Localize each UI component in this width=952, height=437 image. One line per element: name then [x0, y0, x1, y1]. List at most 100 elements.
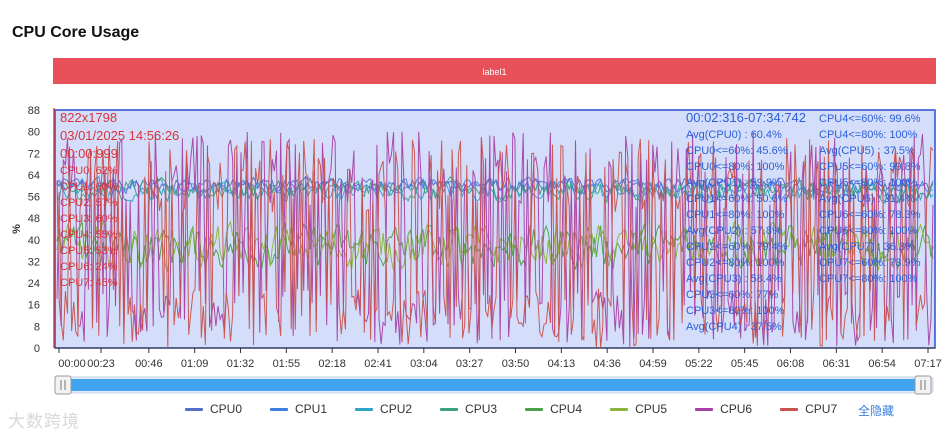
legend-swatch [440, 407, 459, 411]
legend-swatch [185, 407, 203, 411]
legend-item-cpu4[interactable]: CPU4 [525, 402, 582, 416]
y-tick-label-8: 64 [28, 170, 40, 182]
zoom-handle-left[interactable] [54, 375, 72, 395]
x-tick-label-10: 03:50 [502, 358, 530, 370]
stats-col2-1: CPU4<=80%: 100% [819, 129, 918, 141]
legend-label: CPU3 [465, 402, 498, 416]
stats-col2-6: CPU6<=60%: 78.3% [819, 209, 921, 221]
info-core-2: CPU2: 57% [60, 197, 118, 209]
legend-item-cpu3[interactable]: CPU3 [440, 402, 497, 416]
x-tick-label-15: 05:45 [731, 358, 759, 370]
info-core-7: CPU7: 45% [60, 277, 118, 289]
stats-col1-5: CPU1<=80%: 100% [686, 209, 785, 221]
x-tick-label-6: 02:18 [318, 358, 346, 370]
x-tick-label-17: 06:31 [823, 358, 851, 370]
legend-item-cpu2[interactable]: CPU2 [355, 402, 412, 416]
legend-item-cpu1[interactable]: CPU1 [270, 402, 327, 416]
info-datetime: 03/01/2025 14:56:26 [60, 128, 179, 143]
stats-col1-10: CPU3<=60%: 77% [686, 289, 779, 301]
stats-col1-8: CPU2<=80%: 100% [686, 257, 785, 269]
zoom-handle-right[interactable] [914, 375, 932, 395]
x-tick-label-11: 04:13 [548, 358, 576, 370]
info-core-4: CPU4: 55% [60, 229, 118, 241]
x-tick-label-7: 02:41 [364, 358, 392, 370]
x-tick-label-3: 01:09 [181, 358, 209, 370]
legend: CPU0 CPU1 CPU2 CPU3 CPU4 CPU5 CPU6 CPU7 [185, 402, 865, 416]
y-tick-label-11: 88 [28, 105, 40, 117]
y-tick-label-3: 24 [28, 278, 40, 290]
info-core-6: CPU6: 24% [60, 261, 118, 273]
watermark: 大数跨境 [8, 412, 80, 431]
x-tick-label-12: 04:36 [593, 358, 621, 370]
stats-overlay: 00:02:316-07:34:742 Avg(CPU0) : 60.4% CPU0… [686, 110, 921, 333]
legend-label: CPU4 [550, 402, 583, 416]
x-tick-label-13: 04:59 [639, 358, 667, 370]
zoom-slider [54, 375, 934, 395]
legend-item-cpu0[interactable]: CPU0 [185, 402, 242, 416]
legend-label: CPU6 [720, 402, 753, 416]
x-tick-label-2: 00:46 [135, 358, 163, 370]
x-tick-label-16: 06:08 [777, 358, 805, 370]
stats-col1-7: CPU2<=60%: 79.4% [686, 241, 788, 253]
info-elapsed: 00:00:999 [60, 146, 118, 161]
series-cpu5 [56, 220, 934, 274]
y-tick-label-2: 16 [28, 300, 40, 312]
series-line-cpu3 [56, 176, 934, 205]
hide-all-button[interactable]: 全隐藏 [858, 404, 895, 418]
x-tick-label-8: 03:04 [410, 358, 438, 370]
stats-col2-4: CPU5<=80%: 100% [819, 177, 918, 189]
stats-col2-2: Avg(CPU5) : 37.5% [819, 145, 915, 157]
x-tick-label-5: 01:55 [273, 358, 301, 370]
stats-col1-0: Avg(CPU0) : 60.4% [686, 129, 782, 141]
legend-item-cpu7[interactable]: CPU7 [780, 402, 837, 416]
stats-col1-1: CPU0<=60%: 45.6% [686, 145, 788, 157]
y-tick-label-7: 56 [28, 192, 40, 204]
legend-swatch [525, 407, 544, 411]
chart-title: CPU Core Usage [12, 24, 140, 41]
info-core-0: CPU0: 62% [60, 165, 118, 177]
x-tick-label-4: 01:32 [227, 358, 255, 370]
stats-col2-10: CPU7<=80%: 100% [819, 273, 918, 285]
stats-col1-2: CPU0<=80%: 100% [686, 161, 785, 173]
info-overlay-left: 822x1798 03/01/2025 14:56:26 00:00:999 CPU0… [60, 110, 179, 289]
stats-col1-6: Avg(CPU2) : 57.8% [686, 225, 782, 237]
legend-swatch [355, 407, 374, 411]
stats-col1-11: CPU3<=80%: 100% [686, 305, 785, 317]
stats-col1-3: Avg(CPU1) : 59.9% [686, 177, 782, 189]
stats-col2-9: CPU7<=60%: 73.9% [819, 257, 921, 269]
legend-label: CPU0 [210, 402, 243, 416]
series-cpu1 [56, 176, 934, 196]
zoom-selected-range [58, 379, 930, 391]
info-core-3: CPU3: 60% [60, 213, 118, 225]
stats-col2-0: CPU4<=60%: 99.6% [819, 113, 921, 125]
stats-col1-9: Avg(CPU3) : 58.4% [686, 273, 782, 285]
y-tick-label-10: 80 [28, 127, 40, 139]
series-line-cpu7 [56, 137, 934, 348]
y-tick-label-4: 32 [28, 256, 40, 268]
legend-label: CPU7 [805, 402, 838, 416]
y-tick-label-5: 40 [28, 235, 40, 247]
info-core-5: CPU5: 53% [60, 245, 118, 257]
y-tick-label-6: 48 [28, 213, 40, 225]
stats-col2-8: Avg(CPU7) : 36.3% [819, 241, 915, 253]
x-tick-label-18: 06:54 [868, 358, 896, 370]
legend-swatch [695, 407, 714, 411]
legend-item-cpu5[interactable]: CPU5 [610, 402, 667, 416]
x-tick-label-1: 00:23 [87, 358, 115, 370]
stats-col2-7: CPU6<=80%: 100% [819, 225, 918, 237]
legend-label: CPU5 [635, 402, 668, 416]
series-cpu7 [56, 137, 934, 348]
legend-item-cpu6[interactable]: CPU6 [695, 402, 752, 416]
y-tick-label-1: 8 [34, 321, 40, 333]
x-tick-label-19: 07:17 [914, 358, 942, 370]
stats-col1-12: Avg(CPU4) : 37.5% [686, 321, 782, 333]
stats-col1-4: CPU1<=60%: 50.6% [686, 193, 788, 205]
banner-label: label1 [53, 58, 936, 84]
series-cpu3 [56, 176, 934, 205]
legend-label: CPU1 [295, 402, 328, 416]
y-tick-label-0: 0 [34, 343, 40, 355]
y-axis-label: % [11, 224, 23, 234]
series-cpu6 [56, 131, 934, 348]
info-resolution: 822x1798 [60, 110, 117, 125]
